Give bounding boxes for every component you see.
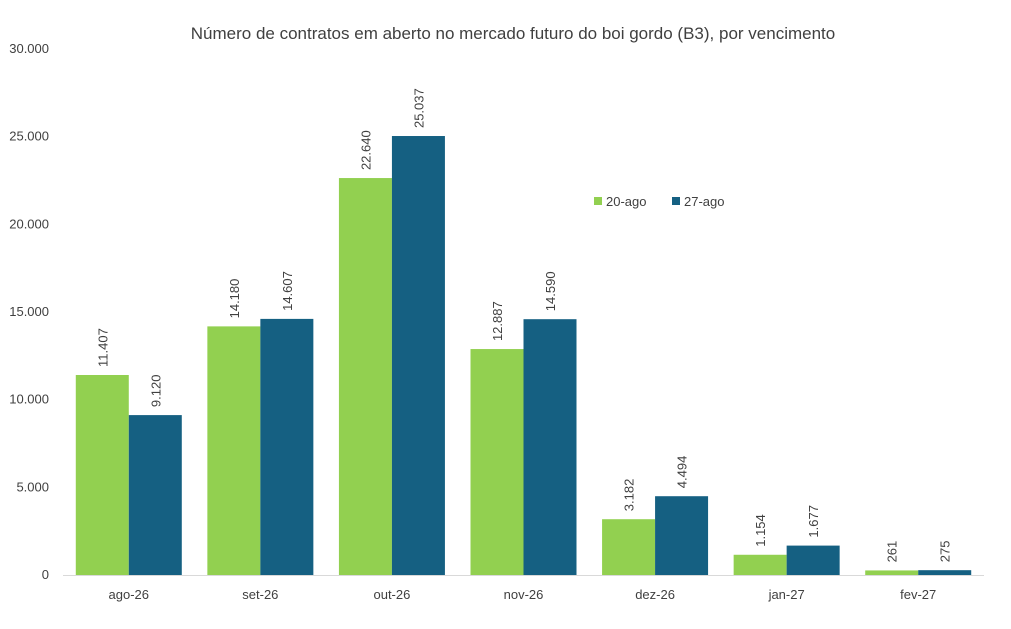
bar-27-ago-fev-27 [918, 570, 972, 575]
data-label: 1.677 [806, 505, 821, 538]
bar-20-ago-jan-27 [733, 554, 787, 575]
legend-swatch [594, 197, 602, 205]
data-label: 4.494 [675, 456, 690, 489]
y-tick-label: 10.000 [9, 392, 49, 407]
x-tick-label: ago-26 [109, 587, 149, 602]
legend-label: 20-ago [606, 194, 646, 209]
x-tick-label: out-26 [373, 587, 410, 602]
legend-swatch [672, 197, 680, 205]
x-tick-label: set-26 [242, 587, 278, 602]
y-axis: 0 5.000 10.000 15.000 20.000 25.000 30.000 [9, 41, 49, 582]
x-tick-label: jan-27 [768, 587, 805, 602]
bar-27-ago-ago-26 [128, 415, 182, 575]
y-tick-label: 20.000 [9, 216, 49, 231]
data-label: 275 [938, 540, 953, 562]
data-label: 14.607 [280, 271, 295, 311]
data-label: 9.120 [148, 375, 163, 408]
data-label: 14.590 [543, 271, 558, 311]
bar-20-ago-set-26 [207, 326, 261, 575]
data-label: 3.182 [622, 479, 637, 512]
x-tick-label: nov-26 [504, 587, 544, 602]
bar-20-ago-ago-26 [75, 374, 129, 575]
x-tick-label: fev-27 [900, 587, 936, 602]
bar-27-ago-nov-26 [523, 319, 577, 575]
data-label: 1.154 [753, 514, 768, 547]
data-labels: 11.407 9.120 14.180 14.607 22.640 25.037 12.88… [95, 88, 952, 562]
bar-27-ago-out-26 [391, 136, 445, 575]
data-label: 14.180 [227, 279, 242, 319]
x-tick-label: dez-26 [635, 587, 675, 602]
bar-27-ago-jan-27 [786, 545, 840, 575]
y-tick-label: 30.000 [9, 41, 49, 56]
bar-20-ago-out-26 [338, 178, 392, 575]
legend-label: 27-ago [684, 194, 724, 209]
y-tick-label: 15.000 [9, 304, 49, 319]
y-tick-label: 0 [42, 567, 49, 582]
legend: 20-ago 27-ago [594, 194, 724, 209]
chart-title: Número de contratos em aberto no mercado… [191, 24, 835, 43]
data-label: 12.887 [490, 301, 505, 341]
data-label: 25.037 [411, 88, 426, 128]
data-label: 11.407 [95, 328, 110, 367]
data-label: 261 [885, 541, 900, 563]
y-tick-label: 25.000 [9, 129, 49, 144]
bar-27-ago-set-26 [260, 318, 314, 575]
x-axis: ago-26 set-26 out-26 nov-26 dez-26 jan-27 fev-… [63, 575, 984, 602]
data-label: 22.640 [358, 130, 373, 170]
y-tick-label: 5.000 [16, 479, 49, 494]
bar-27-ago-dez-26 [655, 496, 709, 575]
bar-20-ago-fev-27 [865, 570, 919, 575]
bar-20-ago-dez-26 [602, 519, 656, 575]
bar-20-ago-nov-26 [470, 349, 524, 575]
bars [75, 136, 972, 575]
